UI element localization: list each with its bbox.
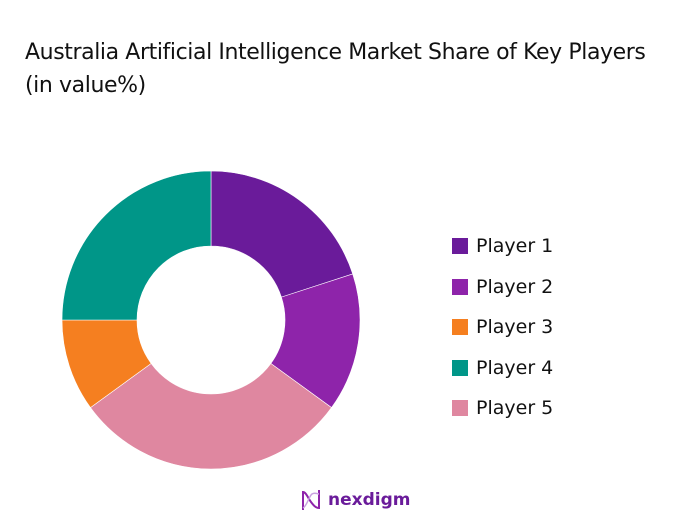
legend-item-player-1[interactable]: Player 1 xyxy=(452,226,553,267)
legend-label: Player 4 xyxy=(476,356,554,379)
legend: Player 1 Player 2 Player 3 Player 4 Play… xyxy=(452,226,553,429)
slice-player-5[interactable] xyxy=(90,363,332,470)
legend-item-player-2[interactable]: Player 2 xyxy=(452,267,553,308)
brand-logo: nexdigm xyxy=(300,488,410,512)
legend-swatch xyxy=(452,400,468,417)
legend-label: Player 2 xyxy=(476,275,554,298)
slice-player-1[interactable] xyxy=(210,170,354,298)
legend-item-player-3[interactable]: Player 3 xyxy=(452,307,553,348)
brand-name: nexdigm xyxy=(328,490,411,510)
legend-label: Player 5 xyxy=(476,397,554,420)
chart-title: Australia Artificial Intelligence Market… xyxy=(25,40,646,98)
legend-item-player-4[interactable]: Player 4 xyxy=(452,348,553,389)
legend-swatch xyxy=(452,359,468,376)
legend-label: Player 1 xyxy=(476,235,554,258)
legend-swatch xyxy=(452,319,468,336)
legend-label: Player 3 xyxy=(476,316,554,339)
donut-slices xyxy=(61,170,361,470)
legend-swatch xyxy=(452,238,468,255)
legend-item-player-5[interactable]: Player 5 xyxy=(452,388,553,429)
nexdigm-wave-icon xyxy=(302,490,320,510)
slice-player-4[interactable] xyxy=(61,170,212,321)
legend-swatch xyxy=(452,278,468,295)
